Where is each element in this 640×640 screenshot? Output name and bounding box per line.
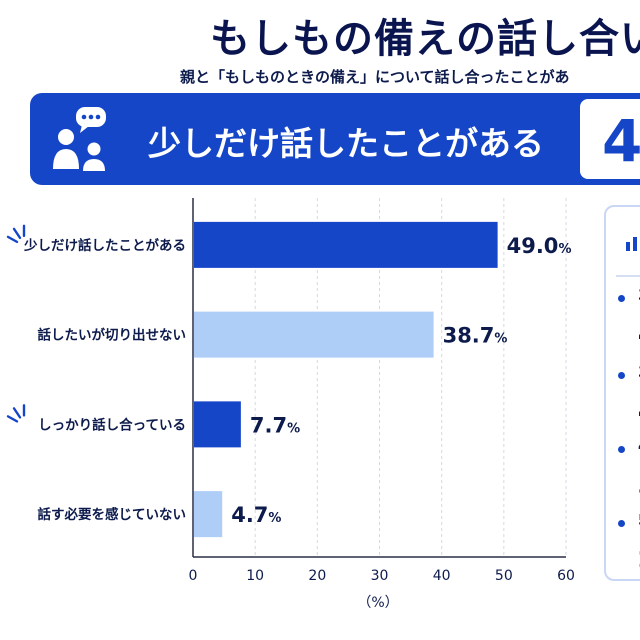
highlight-banner: 少しだけ話したことがある 4 xyxy=(30,93,640,185)
x-tick-label: 0 xyxy=(189,568,198,584)
value-unit: % xyxy=(287,421,300,436)
highlight-value-box: 4 xyxy=(580,99,640,179)
x-tick-label: 30 xyxy=(371,568,389,584)
bar-chart: 0 10 20 30 40 50 60 （%） 少しだけ話したことがある 49.0% 話したいが切り… xyxy=(6,198,575,611)
value-unit: % xyxy=(268,511,281,526)
bar-chart-icon xyxy=(626,237,637,251)
side-summary-panel: 3 「 4 3 「 4 4 「 3 5 「 2 xyxy=(604,205,640,581)
value-unit: % xyxy=(558,242,571,257)
bar xyxy=(194,311,434,358)
bar xyxy=(194,401,241,448)
emphasis-mark xyxy=(6,224,26,244)
highlight-label: 少しだけ話したことがある xyxy=(148,124,544,163)
x-tick-label: 60 xyxy=(557,568,575,584)
x-tick-label: 20 xyxy=(308,568,326,584)
side-item-quote: 「 xyxy=(638,383,640,402)
page-subtitle: 親と「もしものときの備え」について話し合ったことがあ xyxy=(180,68,570,86)
side-divider xyxy=(616,275,640,277)
emphasis-mark xyxy=(6,404,26,423)
emphasis-stroke xyxy=(12,227,22,240)
value-label: 38.7% xyxy=(443,324,508,348)
side-item-value: 4 xyxy=(638,400,640,425)
emphasis-stroke xyxy=(6,235,19,244)
highlight-value: 4 xyxy=(602,107,640,175)
side-item-quote: 「 xyxy=(638,457,640,476)
category-label: 話す必要を感じていない xyxy=(38,506,187,523)
bullet-dot xyxy=(618,295,625,302)
side-item-heading: 4 xyxy=(638,437,640,455)
emphasis-stroke xyxy=(6,415,19,423)
emphasis-stroke xyxy=(12,407,22,419)
bullet-dot xyxy=(618,520,625,527)
side-item-heading: 5 xyxy=(638,511,640,529)
side-item-value: 3 xyxy=(638,474,640,499)
x-tick-label: 40 xyxy=(433,568,451,584)
category-label: 少しだけ話したことがある xyxy=(23,237,186,254)
side-item-quote: 「 xyxy=(638,306,640,325)
x-tick-label: 50 xyxy=(495,568,513,584)
people-chat-icon xyxy=(53,107,106,171)
bar xyxy=(194,491,223,538)
value-label: 7.7% xyxy=(250,413,300,437)
side-item-quote: 「 xyxy=(638,531,640,550)
side-item-heading: 3 xyxy=(638,286,640,304)
bar xyxy=(194,221,498,268)
page-title: もしもの備えの話し合い xyxy=(210,16,640,62)
x-tick-label: 10 xyxy=(246,568,264,584)
x-axis-label: （%） xyxy=(357,595,398,611)
bullet-dot xyxy=(618,372,625,379)
side-item-heading: 3 xyxy=(638,363,640,381)
side-item-value: 4 xyxy=(638,323,640,348)
bullet-dot xyxy=(618,446,625,453)
value-unit: % xyxy=(494,332,507,347)
side-item-value: 2 xyxy=(638,548,640,573)
value-label: 49.0% xyxy=(507,234,572,258)
category-label: しっかり話し合っている xyxy=(38,416,186,433)
value-label: 4.7% xyxy=(231,503,281,527)
category-label: 話したいが切り出せない xyxy=(38,327,187,344)
